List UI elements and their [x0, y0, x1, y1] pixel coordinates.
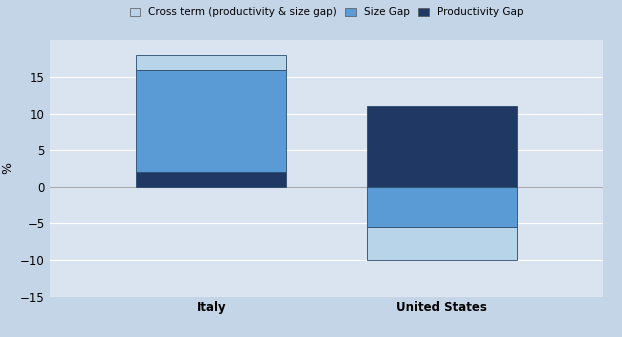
Bar: [367, 106, 517, 187]
Bar: [367, 187, 517, 227]
Bar: [367, 227, 517, 260]
Bar: [136, 172, 286, 187]
Bar: [136, 55, 286, 70]
Bar: [136, 70, 286, 172]
Legend: Cross term (productivity & size gap), Size Gap, Productivity Gap: Cross term (productivity & size gap), Si…: [129, 7, 524, 17]
Y-axis label: %: %: [2, 162, 14, 175]
